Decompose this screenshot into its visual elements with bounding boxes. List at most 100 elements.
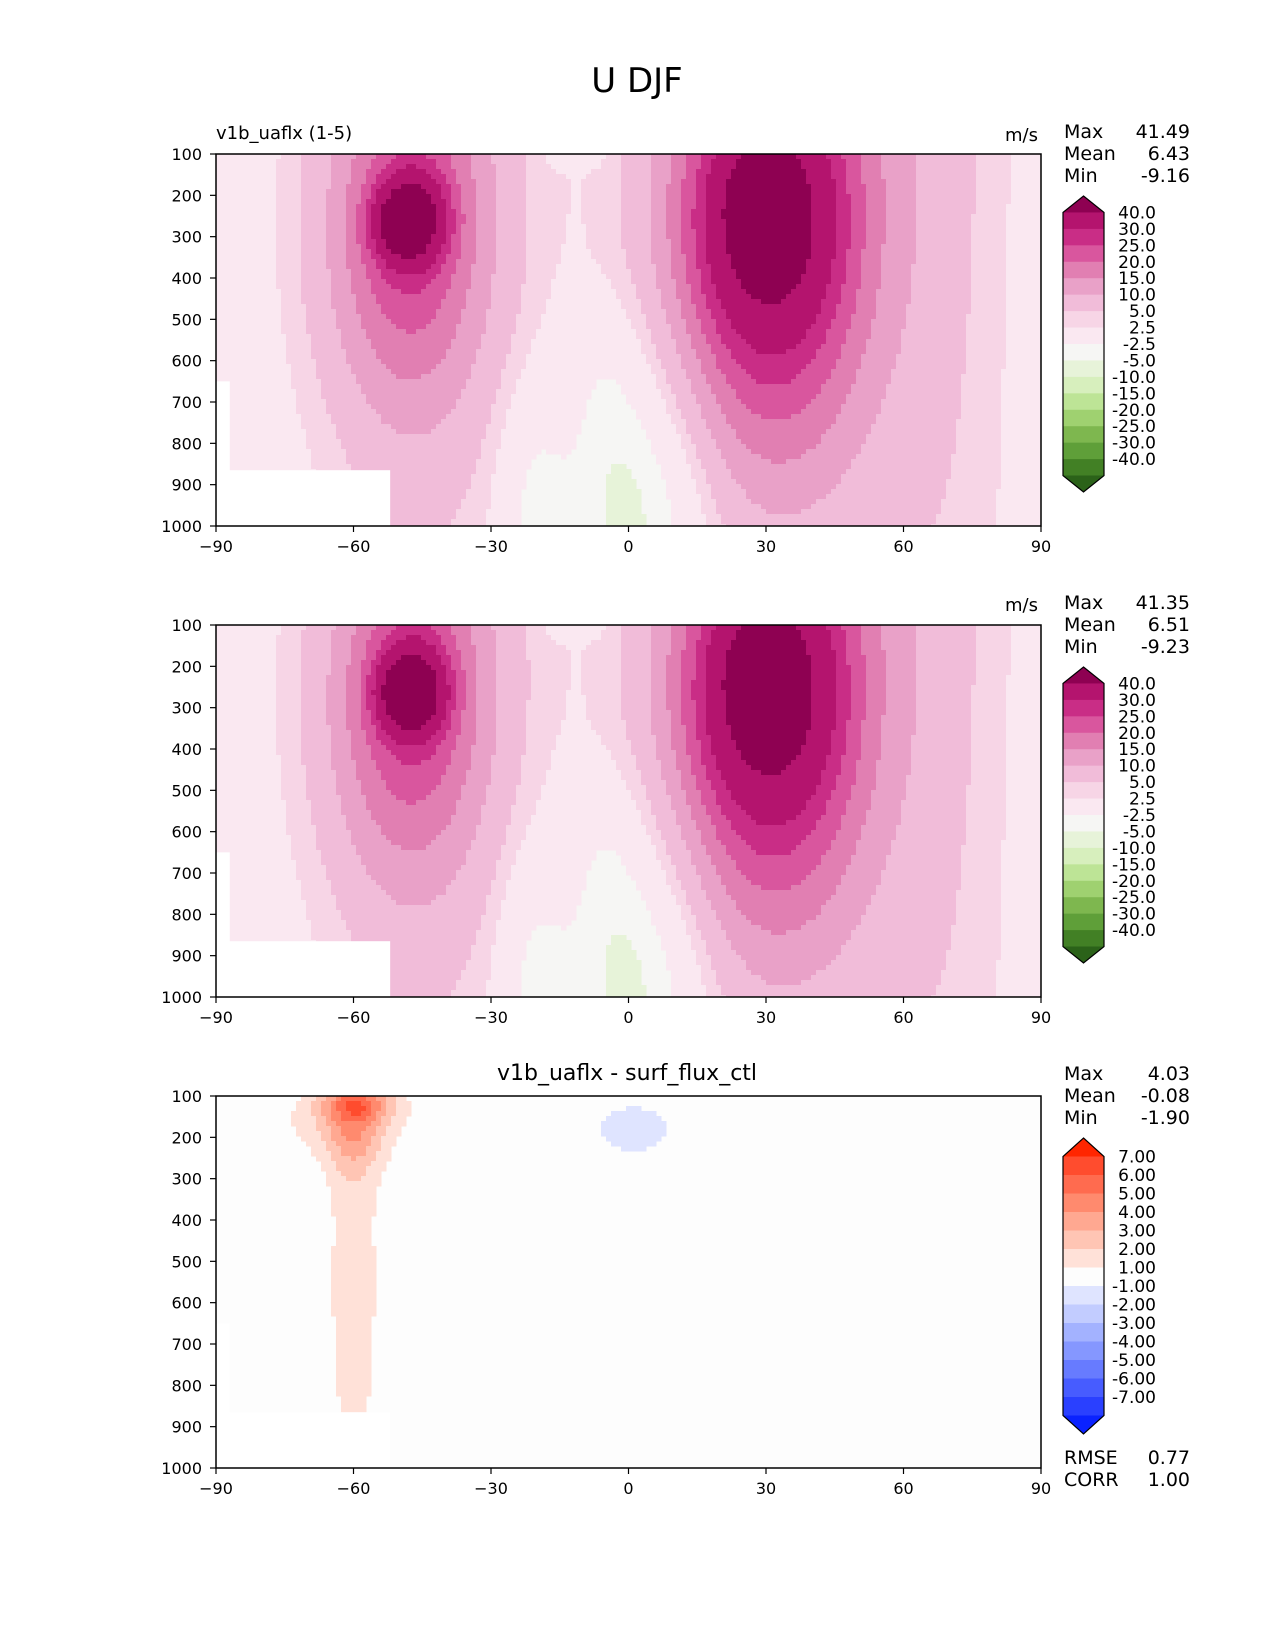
contour-cell [546,189,552,195]
contour-cell [491,159,497,165]
contour-cell [451,314,457,320]
contour-cell [351,379,357,385]
contour-cell [286,414,292,420]
contour-cell [396,249,402,255]
contour-cell [461,424,467,430]
contour-cell [421,484,427,490]
contour-cell [516,264,522,270]
contour-cell [381,429,387,435]
contour-cell [311,444,317,450]
contour-cell [491,384,497,390]
contour-cell [246,464,252,470]
contour-cell [286,334,292,340]
contour-cell [521,314,527,320]
contour-cell [496,469,502,475]
contour-cell [291,429,297,435]
contour-cell [441,224,447,230]
contour-cell [336,304,342,310]
contour-cell [241,399,247,405]
contour-cell [531,304,537,310]
contour-cell [256,454,262,460]
contour-cell [231,239,237,245]
contour-cell [481,329,487,335]
contour-cell [251,334,257,340]
contour-cell [476,489,482,495]
contour-cell [311,409,317,415]
contour-cell [416,249,422,255]
contour-cell [396,219,402,225]
contour-cell [306,419,312,425]
contour-cell [231,154,237,160]
contour-cell [271,464,277,470]
contour-cell [536,444,542,450]
contour-cell [431,194,437,200]
contour-cell [521,284,527,290]
contour-cell [406,259,412,265]
contour-cell [496,419,502,425]
contour-cell [496,424,502,430]
contour-cell [511,314,517,320]
contour-cell [321,164,327,170]
contour-cell [461,364,467,370]
contour-cell [426,354,432,360]
contour-cell [241,389,247,395]
contour-cell [391,389,397,395]
contour-cell [346,169,352,175]
contour-cell [516,274,522,280]
contour-cell [316,204,322,210]
contour-cell [456,214,462,220]
contour-cell [546,284,552,290]
contour-cell [356,239,362,245]
contour-cell [396,414,402,420]
contour-cell [456,414,462,420]
contour-cell [506,294,512,300]
contour-cell [216,164,222,170]
contour-cell [431,219,437,225]
contour-cell [381,409,387,415]
contour-cell [226,324,232,330]
contour-cell [351,304,357,310]
contour-cell [306,209,312,215]
contour-cell [341,379,347,385]
contour-cell [336,259,342,265]
contour-cell [486,324,492,330]
contour-cell [536,189,542,195]
contour-cell [361,399,367,405]
contour-cell [251,199,257,205]
contour-cell [376,299,382,305]
contour-cell [431,419,437,425]
contour-cell [421,424,427,430]
contour-cell [416,339,422,345]
contour-cell [451,479,457,485]
contour-cell [506,259,512,265]
contour-cell [321,249,327,255]
contour-cell [406,264,412,270]
contour-cell [346,204,352,210]
contour-cell [486,404,492,410]
contour-cell [471,454,477,460]
contour-cell [221,259,227,265]
contour-cell [491,259,497,265]
contour-cell [241,369,247,375]
contour-cell [431,339,437,345]
contour-cell [431,459,437,465]
contour-cell [336,199,342,205]
contour-cell [371,169,377,175]
contour-cell [276,364,282,370]
contour-cell [281,414,287,420]
contour-cell [511,329,517,335]
contour-cell [456,159,462,165]
contour-cell [481,434,487,440]
contour-cell [341,224,347,230]
contour-cell [466,479,472,485]
contour-cell [496,319,502,325]
contour-cell [486,399,492,405]
contour-cell [346,284,352,290]
contour-cell [521,324,527,330]
contour-cell [426,194,432,200]
contour-cell [306,424,312,430]
contour-cell [301,409,307,415]
contour-cell [316,409,322,415]
contour-cell [361,444,367,450]
contour-cell [341,179,347,185]
